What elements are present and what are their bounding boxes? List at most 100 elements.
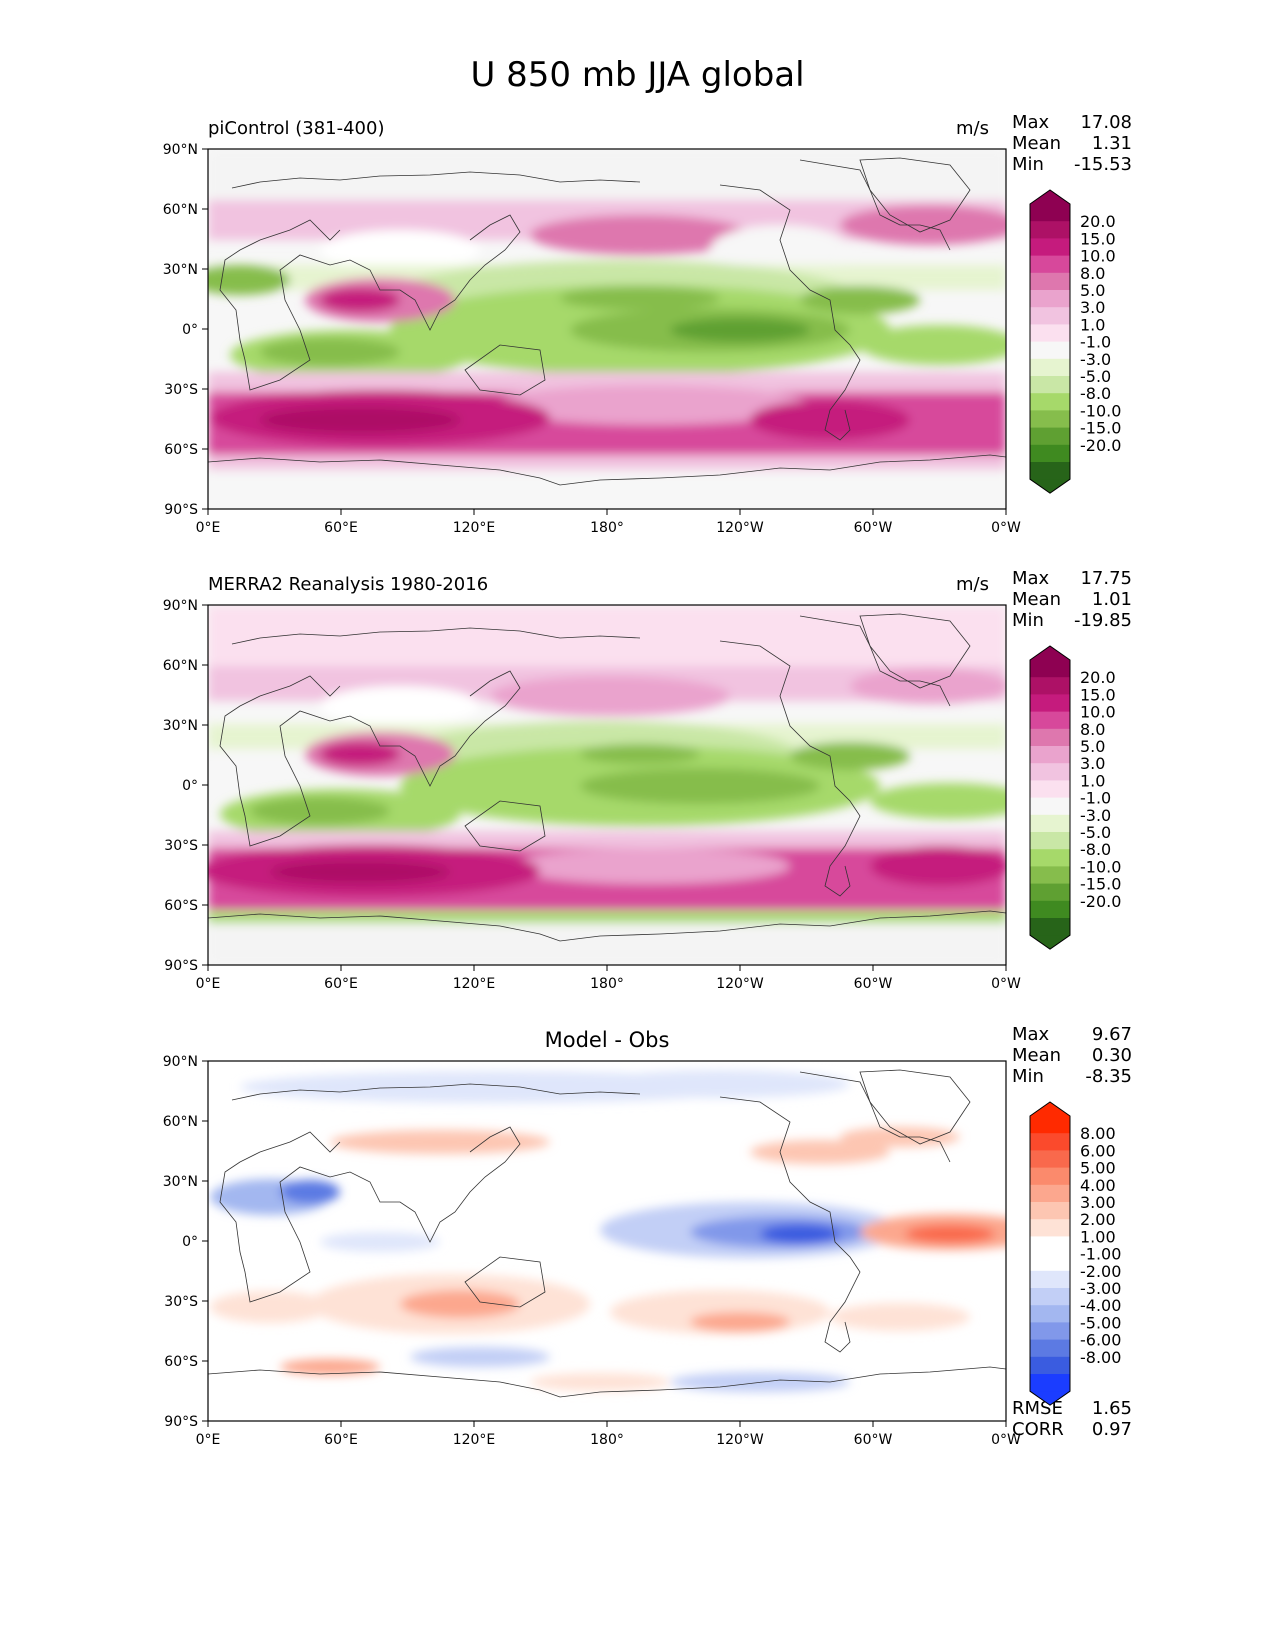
lon-tick-label: 0°E [196,520,221,536]
colorbar-tick-label: -15.0 [1080,875,1121,894]
colorbar-swatch [1030,728,1070,747]
coastlines [208,613,1006,942]
colorbar-tick-label: -15.0 [1080,419,1121,438]
lon-tick-label: 120°W [716,520,764,536]
colorbar-swatch [1030,1339,1070,1358]
stat-label: Mean [1012,1045,1062,1066]
colorbar-tick-label: 4.00 [1080,1176,1116,1195]
lat-tick: 60°S [164,1354,208,1370]
lat-tick-label: 30°S [164,838,198,854]
lon-tick-label: 60°W [854,1432,893,1448]
panel-model-minus-obs: Model - Obs Max 9.67 Mean 0.30 Min -8.35 RM… [0,0,1275,1448]
lat-tick: 30°S [164,838,208,854]
colorbar-tick-label: -10.0 [1080,401,1121,420]
colorbar-tick-label: 1.0 [1080,315,1105,334]
wind-field [208,149,1006,509]
colorbar-outline [1029,189,1071,494]
colorbar-tick-label: -8.0 [1080,840,1111,859]
colorbar-tick-label: 1.0 [1080,771,1105,790]
lon-axis: 0°E 60°E 120°E 180° 120°W 60°W 0°W [196,509,1021,536]
lat-axis: 90°N 60°N 30°N 0° 30°S 60°S 90°S [163,598,208,974]
lon-tick-label: 120°W [716,1432,764,1448]
lon-tick: 60°W [854,1421,893,1448]
colorbar-tick-label: 8.00 [1080,1124,1116,1143]
colorbar-swatch [1030,1219,1070,1237]
metric-value: 0.97 [1091,1419,1132,1440]
colorbar-swatch [1030,1167,1070,1186]
stat-label: Mean [1012,133,1062,154]
units-label: m/s [956,118,989,139]
colorbar-tick-label: -3.0 [1080,350,1111,369]
lat-tick-label: 90°S [164,958,198,974]
wind-field [208,605,1006,965]
lon-tick-label: 120°E [453,1432,496,1448]
colorbar-tick-label: 20.0 [1080,668,1116,687]
colorbar-swatch [1030,255,1070,274]
colorbar-tick-label: -1.0 [1080,789,1111,808]
colorbar-tick-label: 5.0 [1080,737,1105,756]
colorbar-tick-label: 5.00 [1080,1159,1116,1178]
colorbar-tick-label: -1.00 [1080,1245,1121,1264]
stat-label: Mean [1012,589,1062,610]
colorbar-tick-label: 6.00 [1080,1141,1116,1160]
lon-tick: 120°E [453,965,496,992]
stat-label: Min [1012,610,1044,631]
colorbar-swatch [1030,1236,1070,1255]
map-plot: 90°N 60°N 30°N 0° 30°S 60°S 90°S 0°E 60°… [163,598,1122,992]
colorbar-tick-label: -20.0 [1080,436,1121,455]
lat-tick-label: 60°S [164,898,198,914]
lat-tick: 60°S [164,442,208,458]
panel-title: MERRA2 Reanalysis 1980-2016 [208,574,489,595]
lon-tick: 0°E [196,1421,221,1448]
colorbar-swatch [1030,1305,1070,1323]
colorbar: 20.015.010.08.05.03.01.0-1.0-3.0-5.0-8.0… [1029,645,1121,950]
figure-title: U 850 mb JJA global [470,55,805,95]
colorbar-swatch [1030,763,1070,781]
colorbar-tick-label: -20.0 [1080,892,1121,911]
lat-tick: 60°N [163,202,208,218]
lon-tick-label: 120°E [453,976,496,992]
colorbar-extend-bottom [1030,479,1070,494]
lon-tick-label: 180° [590,1432,624,1448]
lon-tick: 60°E [324,965,358,992]
colorbar-swatch [1030,883,1070,902]
colorbar-swatch [1030,866,1070,885]
stat-value: 17.75 [1080,568,1132,589]
colorbar-tick-label: -5.0 [1080,367,1111,386]
colorbar-tick-label: -10.0 [1080,857,1121,876]
lat-tick: 30°N [163,718,208,734]
lon-tick: 60°W [854,965,893,992]
lon-tick-label: 60°E [324,520,358,536]
colorbar-tick-label: 5.0 [1080,281,1105,300]
lon-tick: 120°E [453,509,495,536]
panel-merra2: MERRA2 Reanalysis 1980-2016 m/s Max 17.75… [0,0,1275,992]
lon-tick: 180° [590,509,624,536]
colorbar-swatch [1030,1288,1070,1306]
lon-tick-label: 0°E [196,1432,221,1448]
lon-tick-label: 0°W [991,1432,1021,1448]
lat-tick-label: 60°N [163,658,198,674]
lat-tick-label: 0° [182,1234,198,1250]
lon-tick-label: 180° [590,976,624,992]
colorbar-tick-label: -3.0 [1080,806,1111,825]
lat-tick: 90°S [164,958,208,974]
stat-value: 9.67 [1091,1024,1132,1045]
colorbar-swatch [1030,358,1070,377]
lon-tick-label: 60°W [854,976,893,992]
colorbar-tick-label: -1.0 [1080,333,1111,352]
colorbar-tick-label: -8.0 [1080,384,1111,403]
colorbar-swatch [1030,290,1070,308]
coastlines [208,1069,1006,1398]
lat-tick: 90°N [163,598,208,614]
colorbar-swatch [1030,711,1070,730]
colorbar-tick-label: 15.0 [1080,229,1116,248]
colorbar-tick-label: -6.00 [1080,1331,1121,1350]
colorbar-swatch [1030,1270,1070,1289]
lon-tick: 0°W [991,965,1021,992]
colorbar-swatch [1030,427,1070,446]
colorbar-swatch [1030,1322,1070,1341]
metric-value: 1.65 [1091,1398,1132,1419]
lon-tick-label: 0°E [196,976,221,992]
stat-label: Min [1012,1066,1044,1087]
lat-tick: 0° [182,778,208,794]
